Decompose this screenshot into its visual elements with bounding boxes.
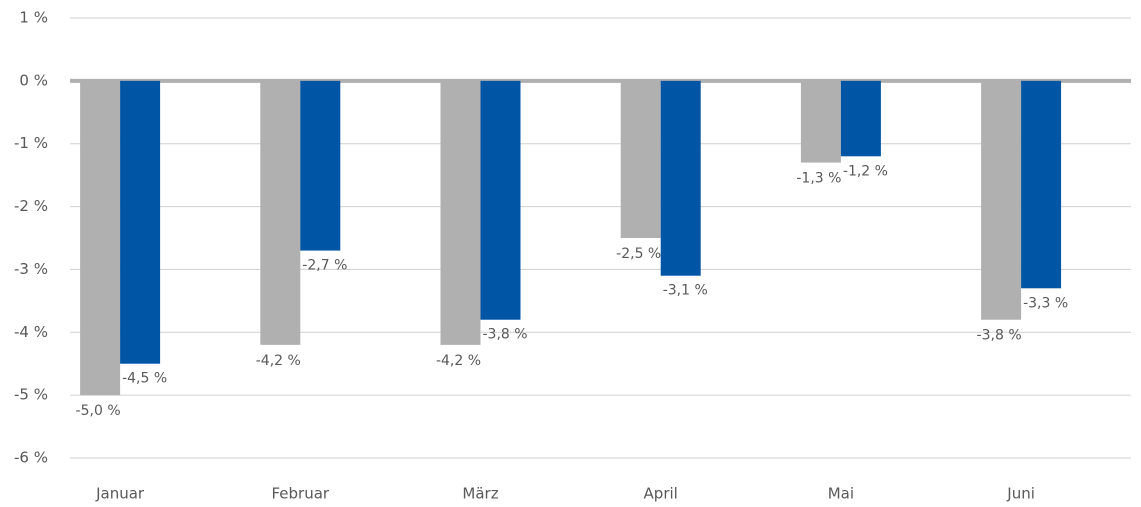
bar (981, 80, 1022, 320)
value-label: -4,2 % (436, 353, 481, 369)
x-tick-label: Mai (828, 485, 854, 503)
bar (120, 80, 161, 364)
bar (300, 80, 341, 251)
bar (80, 80, 121, 396)
y-tick-label: 0 % (19, 71, 48, 89)
value-label: -2,7 % (302, 258, 347, 274)
value-label: -2,5 % (616, 246, 661, 262)
y-tick-label: -3 % (14, 260, 48, 278)
x-tick-label: April (644, 485, 678, 503)
bar (1021, 80, 1062, 289)
bar (840, 80, 881, 157)
bar (480, 80, 521, 320)
value-label: -4,5 % (122, 371, 167, 387)
bar (660, 80, 701, 276)
value-label: -4,2 % (256, 353, 301, 369)
y-tick-label: -5 % (14, 386, 48, 404)
value-label: -3,3 % (1023, 295, 1068, 311)
x-tick-label: Juni (1006, 485, 1035, 503)
y-tick-label: -4 % (14, 323, 48, 341)
bar (260, 80, 301, 345)
value-label: -3,1 % (663, 283, 708, 299)
bar (440, 80, 481, 345)
value-label: -5,0 % (76, 403, 121, 419)
y-tick-label: -2 % (14, 197, 48, 215)
x-tick-label: Februar (272, 485, 330, 503)
bar (800, 80, 841, 163)
x-tick-label: März (462, 485, 498, 503)
y-tick-label: 1 % (19, 9, 48, 27)
value-label: -3,8 % (483, 327, 528, 343)
y-tick-label: -6 % (14, 449, 48, 467)
x-tick-label: Januar (95, 485, 145, 503)
value-label: -1,2 % (843, 163, 888, 179)
bar (620, 80, 661, 238)
value-label: -1,3 % (796, 171, 841, 187)
y-tick-label: -1 % (14, 134, 48, 152)
value-label: -3,8 % (977, 328, 1022, 344)
